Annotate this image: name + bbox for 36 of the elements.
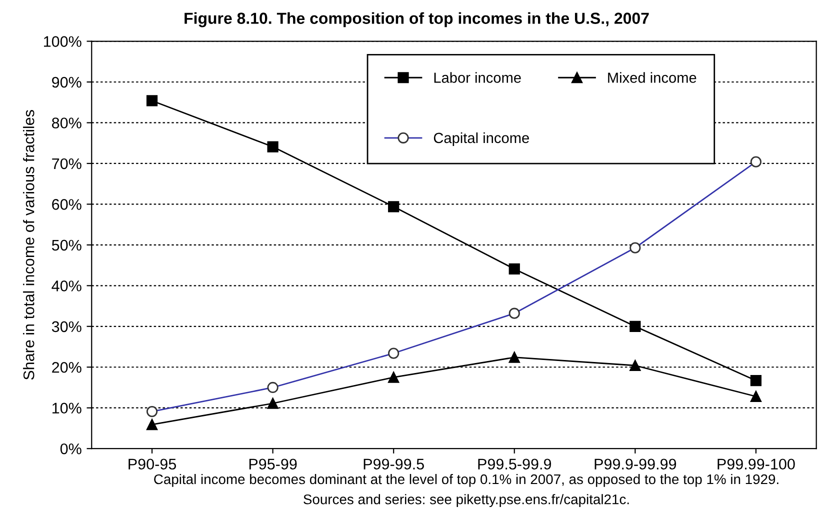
point (750, 375, 762, 386)
y-tick-label: 80% (52, 118, 82, 128)
text: Capital income becomes dominant at the level of top 0.1% in 2007, as opposed to the top 1% in 1929. (154, 474, 778, 487)
point (267, 141, 278, 152)
point (388, 372, 400, 383)
x-tick-label: P99.9-99.99 (594, 458, 676, 470)
y-tick-label: 50% (52, 240, 82, 251)
x-tick-label: P90-95 (128, 458, 176, 470)
y-tick-label: 70% (52, 158, 82, 170)
y-tick-label: 10% (52, 402, 82, 414)
y-tick-label: 30% (52, 321, 82, 332)
point (508, 352, 520, 363)
point (630, 360, 641, 372)
legend-label: Capital income (434, 132, 529, 146)
point (267, 398, 278, 409)
point (146, 419, 158, 430)
point (388, 201, 400, 212)
y-tick-label: 100% (44, 36, 82, 47)
legend-label: Labor income (434, 72, 521, 83)
x-tick-label: P99.99-100 (718, 458, 795, 470)
x-tick-label: P95-99 (249, 458, 297, 470)
point (146, 95, 158, 106)
y-axis-title: Share in total income of various fractiles (23, 110, 34, 380)
y-tick-label: 60% (52, 199, 82, 210)
y-tick-label: 40% (52, 280, 82, 292)
legend-label: Mixed income (608, 72, 696, 83)
chart-title: Figure 8.10. The composition of top incomes in the U.S., 2007 (184, 12, 649, 28)
y-tick-label: 20% (52, 362, 82, 373)
source-note: Sources and series: see piketty.pse.ens.fr/capital21c. (304, 494, 629, 508)
point (750, 390, 762, 402)
point (508, 263, 520, 275)
y-tick-label: 0% (60, 443, 82, 454)
point (630, 320, 641, 332)
x-tick-label: P99-99.5 (364, 458, 424, 470)
y-tick-label: 90% (52, 76, 82, 88)
x-tick-label: P99.5-99.9 (478, 458, 552, 470)
